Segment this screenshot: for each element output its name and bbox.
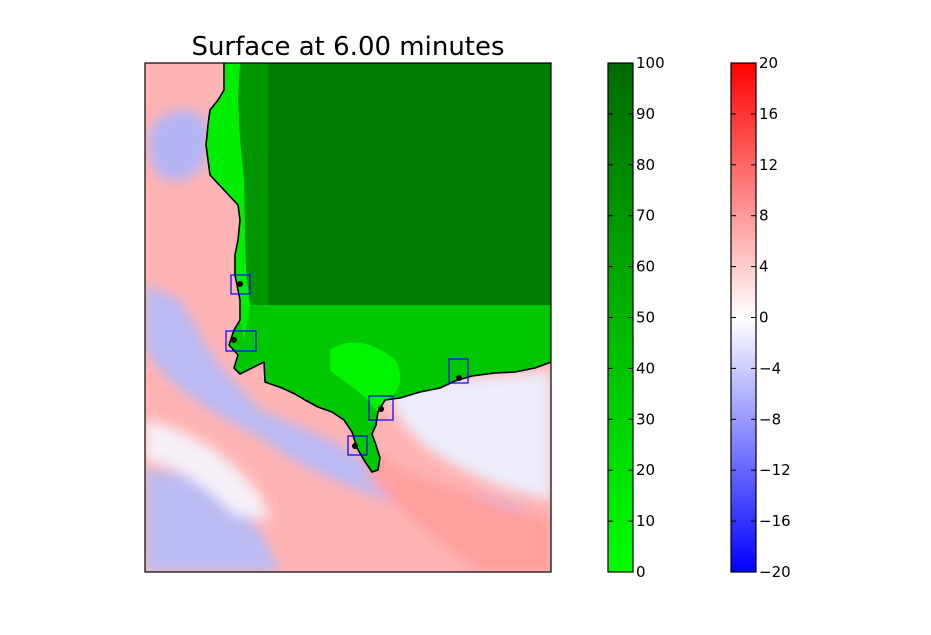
colorbar-0-tick-label: 20 <box>636 461 655 479</box>
colorbar-0-tick-label: 40 <box>636 359 655 377</box>
colorbar-1-tick-label: 0 <box>759 309 769 327</box>
land-high-west-edge <box>238 63 268 305</box>
colorbar-0-tick-label: 80 <box>636 156 655 174</box>
gauge-5 <box>347 435 368 456</box>
negative-patch-northwest <box>148 109 210 181</box>
colorbar-green: 0 10 20 30 40 50 60 70 80 90 100 <box>607 54 665 581</box>
map-plot <box>145 63 551 572</box>
colorbar-0-tick-label: 50 <box>636 309 655 327</box>
negative-patch-south <box>145 470 280 572</box>
gauge-2 <box>225 330 257 352</box>
colorbar-1-tick-label: −8 <box>759 410 781 428</box>
colorbar-0-tick-label: 60 <box>636 258 655 276</box>
sea-anomaly-patches <box>145 109 551 572</box>
colorbar-1-tick-label: −16 <box>759 512 791 530</box>
colorbar-bwr: −20 −16 −12 −8 −4 0 4 8 12 16 20 <box>730 54 791 581</box>
colorbar-green-frame <box>607 62 634 573</box>
colorbar-0-tick-label: 30 <box>636 410 655 428</box>
gauge-1 <box>230 274 251 295</box>
white-band <box>145 420 270 520</box>
colorbar-1-tick-label: 20 <box>759 54 778 72</box>
gauge-markers <box>225 274 469 456</box>
coastline <box>205 63 551 473</box>
colorbar-1-tick-label: 12 <box>759 156 778 174</box>
colorbar-0-tick-label: 90 <box>636 105 655 123</box>
land-detail <box>206 63 551 412</box>
gauge-4 <box>368 395 394 421</box>
gauge-3 <box>448 358 469 384</box>
positive-tongue <box>360 440 551 572</box>
colorbar-1-tick-label: −20 <box>759 563 791 581</box>
chart-title: Surface at 6.00 minutes <box>191 32 504 62</box>
colorbar-1-tick-label: 8 <box>759 207 769 225</box>
land-high-region <box>268 63 551 305</box>
colorbar-0-tick-label: 70 <box>636 207 655 225</box>
colorbar-1-tick-label: 4 <box>759 258 769 276</box>
colorbar-bwr-ticks: −20 −16 −12 −8 −4 0 4 8 12 16 20 <box>731 54 791 581</box>
colorbar-1-tick-label: −4 <box>759 359 781 377</box>
colorbar-bwr-frame <box>730 62 757 573</box>
colorbar-0-tick-label: 10 <box>636 512 655 530</box>
colorbar-1-tick-label: 16 <box>759 105 778 123</box>
colorbar-1-tick-label: −12 <box>759 461 791 479</box>
land-low-coast <box>206 63 250 340</box>
colorbar-0-tick-label: 100 <box>636 54 665 72</box>
colorbar-0-tick-label: 0 <box>636 563 646 581</box>
pale-patch-east <box>390 370 551 500</box>
plot-frame <box>144 62 552 573</box>
land-low-south <box>330 342 401 412</box>
